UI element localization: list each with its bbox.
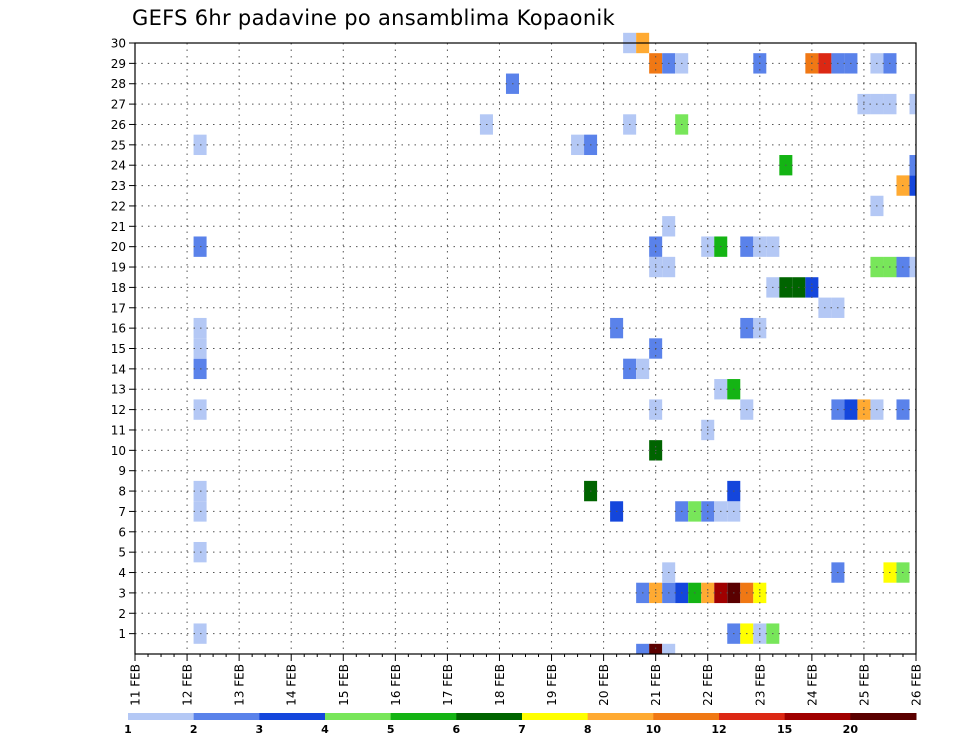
y-tick-label: 13 [111, 383, 126, 397]
colorbar-label: 4 [321, 723, 329, 736]
grid-layer [135, 43, 916, 654]
colorbar-swatch [325, 713, 392, 720]
x-tick-label: 24 FEB [805, 664, 819, 706]
x-tick-label: 19 FEB [545, 664, 559, 706]
y-tick-label: 24 [111, 159, 126, 173]
y-tick-label: 23 [111, 179, 126, 193]
colorbar-swatch [128, 713, 195, 720]
heatmap-cell [662, 643, 676, 654]
y-tick-label: 15 [111, 342, 126, 356]
colorbar-label: 3 [256, 723, 264, 736]
x-tick-label: 16 FEB [389, 664, 403, 706]
y-tick-label: 6 [118, 525, 126, 539]
x-tick-label: 26 FEB [910, 664, 924, 706]
x-tick-label: 15 FEB [337, 664, 351, 706]
y-tick-label: 7 [118, 505, 126, 519]
colorbar-swatch [193, 713, 260, 720]
y-tick-label: 12 [111, 403, 126, 417]
x-tick-label: 14 FEB [285, 664, 299, 706]
y-tick-label: 27 [111, 98, 126, 112]
colorbar-swatch [259, 713, 326, 720]
y-tick-label: 9 [118, 464, 126, 478]
x-tick-label: 18 FEB [493, 664, 507, 706]
x-tick-label: 17 FEB [441, 664, 455, 706]
colorbar-label: 5 [387, 723, 395, 736]
x-tick-label: 13 FEB [233, 664, 247, 706]
y-tick-label: 14 [111, 362, 126, 376]
colorbar-swatch [784, 713, 851, 720]
x-tick-label: 25 FEB [857, 664, 871, 706]
y-tick-label: 25 [111, 138, 126, 152]
y-tick-label: 17 [111, 301, 126, 315]
colorbar-swatch [390, 713, 457, 720]
cells-layer [193, 32, 916, 654]
colorbar-label: 10 [646, 723, 662, 736]
y-tick-label: 8 [118, 485, 126, 499]
colorbar-swatch [850, 713, 917, 720]
y-tick-label: 5 [118, 546, 126, 560]
x-tick-label: 20 FEB [597, 664, 611, 706]
colorbar-label: 1 [124, 723, 132, 736]
x-tick-label: 12 FEB [181, 664, 195, 706]
heatmap-cell [909, 175, 916, 196]
y-tick-label: 20 [111, 240, 126, 254]
y-tick-label: 22 [111, 199, 126, 213]
y-tick-label: 1 [118, 627, 126, 641]
chart-title: GEFS 6hr padavine po ansamblima Kopaonik [132, 6, 616, 30]
y-tick-label: 28 [111, 77, 126, 91]
heatmap-cell [909, 155, 916, 176]
colorbar-swatch [522, 713, 589, 720]
y-tick-label: 18 [111, 281, 126, 295]
y-tick-label: 29 [111, 57, 126, 71]
y-tick-label: 4 [118, 566, 126, 580]
x-tick-label: 11 FEB [129, 664, 143, 706]
colorbar-label: 8 [584, 723, 592, 736]
y-tick-label: 30 [111, 37, 126, 51]
y-tick-label: 19 [111, 261, 126, 275]
y-tick-label: 26 [111, 118, 126, 132]
colorbar-layer: 1 2 3 4 5 6 7 8 10 12 15 20 [124, 713, 917, 736]
colorbar-swatch [719, 713, 786, 720]
heatmap-cell [909, 256, 916, 278]
axis-layer: 1234567891011121314151617181920212223242… [111, 37, 924, 706]
colorbar-label: 12 [711, 723, 726, 736]
colorbar-swatch [456, 713, 523, 720]
heatmap-cell [636, 643, 650, 654]
y-tick-label: 11 [111, 423, 126, 437]
colorbar-label: 20 [843, 723, 859, 736]
y-tick-label: 2 [118, 607, 126, 621]
x-tick-label: 22 FEB [701, 664, 715, 706]
colorbar-label: 2 [190, 723, 198, 736]
y-tick-label: 10 [111, 444, 126, 458]
colorbar-label: 6 [453, 723, 461, 736]
colorbar-swatch [587, 713, 654, 720]
y-tick-label: 21 [111, 220, 126, 234]
heatmap-cell [909, 93, 916, 115]
x-tick-label: 23 FEB [753, 664, 767, 706]
colorbar-swatch [653, 713, 720, 720]
colorbar-label: 15 [777, 723, 792, 736]
x-tick-label: 21 FEB [649, 664, 663, 706]
colorbar-label: 7 [518, 723, 526, 736]
y-tick-label: 16 [111, 322, 126, 336]
y-tick-label: 3 [118, 586, 126, 600]
